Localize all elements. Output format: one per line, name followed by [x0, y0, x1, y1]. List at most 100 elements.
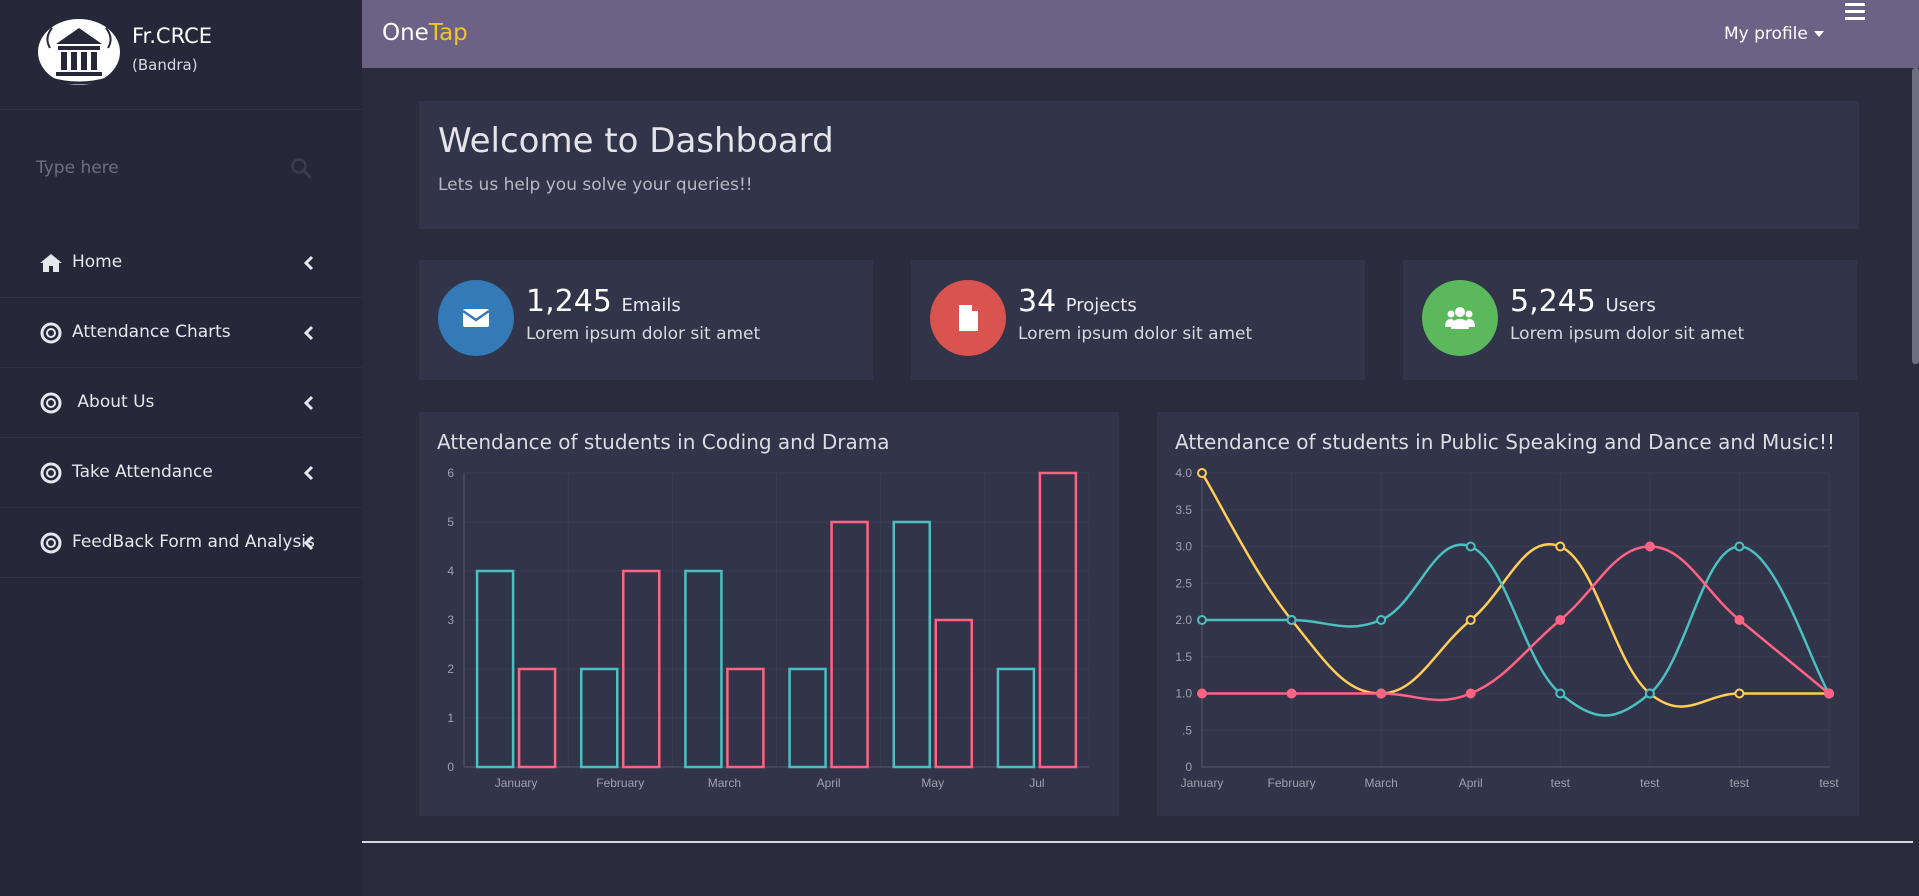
- stat-icon-circle: [930, 280, 1006, 356]
- envelope-icon: [462, 309, 490, 327]
- series-line: [1200, 472, 1829, 708]
- chevron-left-icon: [303, 255, 314, 271]
- x-tick-label: April: [1459, 776, 1483, 790]
- x-tick-label: March: [708, 776, 741, 790]
- life-ring-icon: [40, 392, 62, 414]
- y-tick-label: 3: [447, 613, 454, 627]
- stat-description: Lorem ipsum dolor sit amet: [1510, 324, 1745, 344]
- bar: [996, 667, 1036, 769]
- y-tick-label: 2.0: [1175, 613, 1192, 627]
- welcome-panel: Welcome to Dashboard Lets us help you so…: [419, 101, 1859, 229]
- brand: Fr.CRCE (Bandra): [0, 0, 362, 110]
- life-ring-icon: [40, 462, 62, 484]
- sidebar-search: [0, 110, 362, 228]
- stat-card-projects: 34 Projects Lorem ipsum dolor sit amet: [911, 260, 1365, 380]
- x-tick-label: May: [921, 776, 944, 790]
- line-chart: 0 .5 1.0 1.5 2.0 2.5 3.0 3.5 4.0 January February M…: [1175, 466, 1839, 790]
- stat-value: 5,245 Users: [1510, 284, 1656, 319]
- data-point: [1734, 688, 1745, 699]
- y-tick-label: .5: [1182, 723, 1192, 737]
- x-tick-label: test: [1819, 776, 1839, 790]
- chart-title: Attendance of students in Public Speakin…: [1175, 430, 1835, 454]
- brand-subtitle: (Bandra): [132, 56, 198, 74]
- sidebar-item-home[interactable]: Home: [0, 228, 362, 298]
- chevron-left-icon: [303, 535, 314, 551]
- y-tick-label: 0: [447, 760, 454, 774]
- caret-down-icon: [1813, 31, 1824, 37]
- bar: [726, 667, 765, 769]
- y-tick-label: 2.5: [1175, 576, 1192, 590]
- x-tick-label: April: [817, 776, 841, 790]
- sidebar-item-attendance-charts[interactable]: Attendance Charts: [0, 298, 362, 368]
- data-point: [1286, 615, 1297, 625]
- data-point: [1197, 688, 1207, 699]
- stat-unit: Emails: [621, 295, 681, 316]
- chart-title: Attendance of students in Coding and Dra…: [437, 430, 890, 454]
- x-tick-label: January: [495, 776, 538, 790]
- sidebar-item-label: Take Attendance: [72, 462, 213, 482]
- home-icon: [40, 254, 62, 272]
- bar-chart-panel: Attendance of students in Coding and Dra…: [419, 412, 1119, 816]
- bar: [622, 569, 661, 769]
- top-bar: OneTap My profile: [362, 0, 1919, 68]
- stat-card-emails: 1,245 Emails Lorem ipsum dolor sit amet: [419, 260, 873, 380]
- stat-description: Lorem ipsum dolor sit amet: [1018, 324, 1253, 344]
- data-point: [1286, 688, 1297, 699]
- y-tick-label: 1.0: [1175, 687, 1192, 701]
- x-tick-label: February: [596, 776, 644, 790]
- sidebar-item-label: About Us: [72, 392, 155, 412]
- line-chart-panel: Attendance of students in Public Speakin…: [1157, 412, 1859, 816]
- data-point: [1376, 615, 1387, 625]
- x-tick-label: March: [1364, 776, 1397, 790]
- x-tick-label: test: [1551, 776, 1571, 790]
- chevron-left-icon: [303, 465, 314, 481]
- data-point: [1197, 615, 1207, 625]
- stat-description: Lorem ipsum dolor sit amet: [526, 324, 761, 344]
- series-line: [1202, 545, 1830, 702]
- bar: [580, 667, 619, 769]
- stat-icon-circle: [1422, 280, 1498, 356]
- page-subtitle: Lets us help you solve your queries!!: [438, 175, 753, 195]
- y-tick-label: 1.5: [1175, 650, 1192, 664]
- bar: [788, 667, 827, 769]
- search-icon[interactable]: [290, 157, 312, 179]
- sidebar-nav: Home Attendance Charts About Us Take Att…: [0, 228, 362, 578]
- stat-card-users: 5,245 Users Lorem ipsum dolor sit amet: [1403, 260, 1857, 380]
- data-point: [1824, 688, 1834, 699]
- data-point: [1376, 688, 1387, 699]
- x-tick-label: Jul: [1029, 776, 1044, 790]
- y-tick-label: 4.0: [1175, 466, 1192, 480]
- college-logo-icon: [38, 19, 120, 85]
- sidebar-item-feedback[interactable]: FeedBack Form and Analysis: [0, 508, 362, 578]
- stat-unit: Projects: [1065, 295, 1137, 316]
- chevron-left-icon: [303, 325, 314, 341]
- data-point: [1555, 688, 1566, 699]
- y-tick-label: 0: [1185, 760, 1192, 774]
- y-tick-label: 3.5: [1175, 503, 1192, 517]
- sidebar: Fr.CRCE (Bandra) Home Attendance Charts: [0, 0, 362, 896]
- profile-dropdown[interactable]: My profile: [1724, 24, 1824, 44]
- brand-name: Fr.CRCE: [132, 24, 213, 48]
- stat-unit: Users: [1605, 295, 1656, 316]
- stat-icon-circle: [438, 280, 514, 356]
- app-title[interactable]: OneTap: [382, 20, 468, 46]
- y-tick-label: 2: [447, 662, 454, 676]
- search-input[interactable]: [36, 150, 316, 186]
- x-tick-label: test: [1640, 776, 1660, 790]
- y-tick-label: 3.0: [1175, 540, 1192, 554]
- data-point: [1734, 541, 1745, 552]
- stat-value: 34 Projects: [1018, 284, 1137, 319]
- bar: [830, 520, 869, 769]
- data-point: [1465, 688, 1476, 699]
- sidebar-item-about-us[interactable]: About Us: [0, 368, 362, 438]
- sidebar-item-label: FeedBack Form and Analysis: [72, 532, 315, 552]
- profile-label: My profile: [1724, 24, 1808, 44]
- data-point: [1644, 688, 1655, 699]
- hamburger-menu-icon[interactable]: [1843, 2, 1867, 22]
- data-point: [1644, 541, 1655, 552]
- page-scrollbar[interactable]: [1912, 68, 1919, 364]
- sidebar-item-take-attendance[interactable]: Take Attendance: [0, 438, 362, 508]
- x-tick-label: test: [1730, 776, 1750, 790]
- y-tick-label: 4: [447, 564, 454, 578]
- data-point: [1465, 541, 1476, 552]
